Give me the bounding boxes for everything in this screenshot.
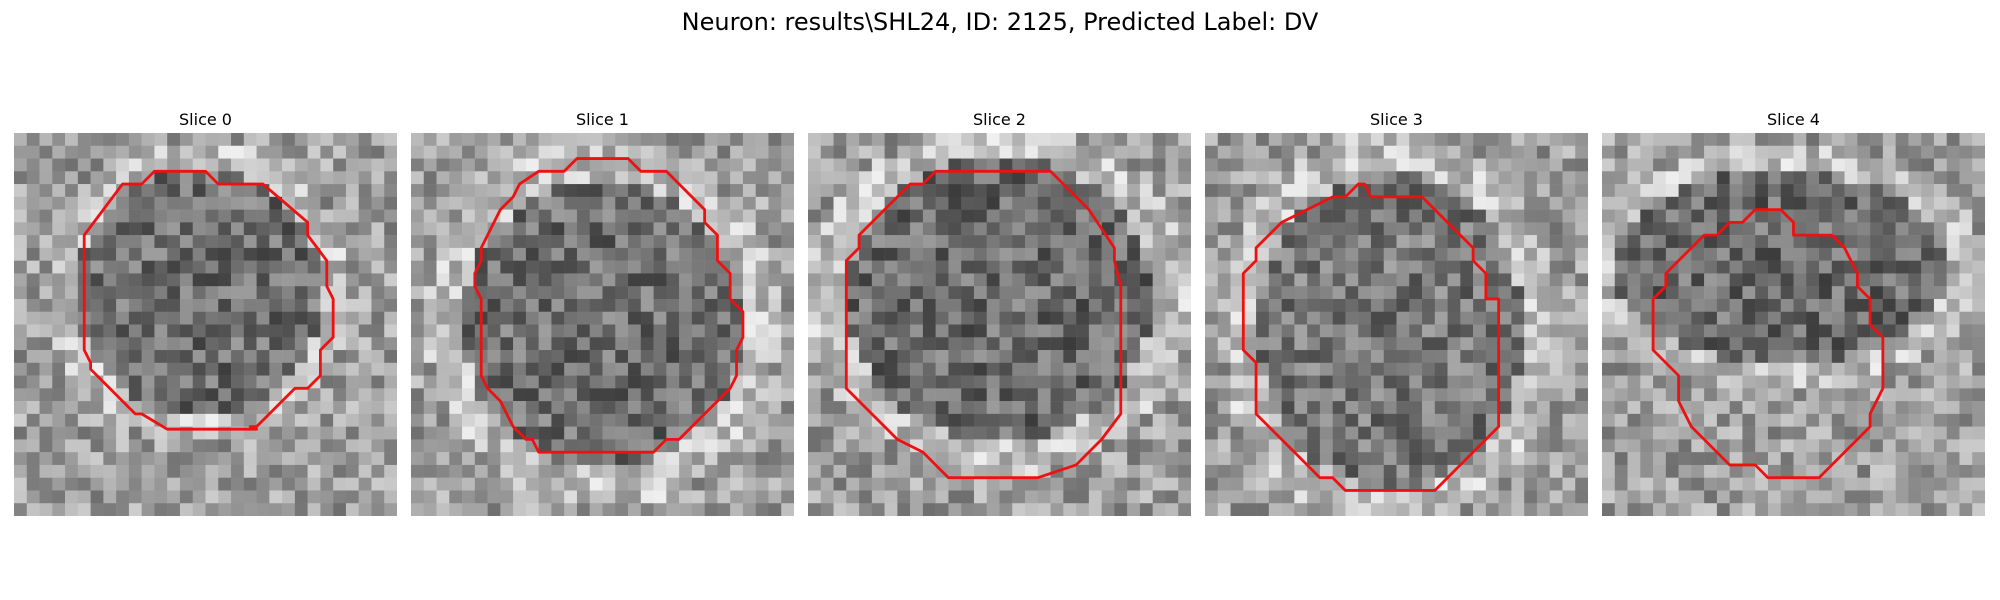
cell-outline bbox=[82, 169, 335, 431]
slice-image-0 bbox=[14, 133, 397, 516]
cell-outline bbox=[844, 169, 1123, 480]
figure-title: Neuron: results\SHL24, ID: 2125, Predict… bbox=[681, 8, 1319, 36]
cell-outline bbox=[1651, 208, 1885, 480]
cell-outline bbox=[1241, 182, 1501, 492]
slice-panel-3: Slice 3 bbox=[1205, 110, 1588, 516]
slice-panel-1: Slice 1 bbox=[411, 110, 794, 516]
slice-title-0: Slice 0 bbox=[179, 110, 232, 129]
slice-title-3: Slice 3 bbox=[1370, 110, 1423, 129]
slice-panel-4: Slice 4 bbox=[1602, 110, 1985, 516]
slice-title-2: Slice 2 bbox=[973, 110, 1026, 129]
slice-title-4: Slice 4 bbox=[1767, 110, 1820, 129]
slice-image-3 bbox=[1205, 133, 1588, 516]
slice-panel-2: Slice 2 bbox=[808, 110, 1191, 516]
slice-image-4 bbox=[1602, 133, 1985, 516]
slice-image-2 bbox=[808, 133, 1191, 516]
slice-title-1: Slice 1 bbox=[576, 110, 629, 129]
slice-image-1 bbox=[411, 133, 794, 516]
cell-outline bbox=[473, 157, 745, 454]
slice-panel-0: Slice 0 bbox=[14, 110, 397, 516]
